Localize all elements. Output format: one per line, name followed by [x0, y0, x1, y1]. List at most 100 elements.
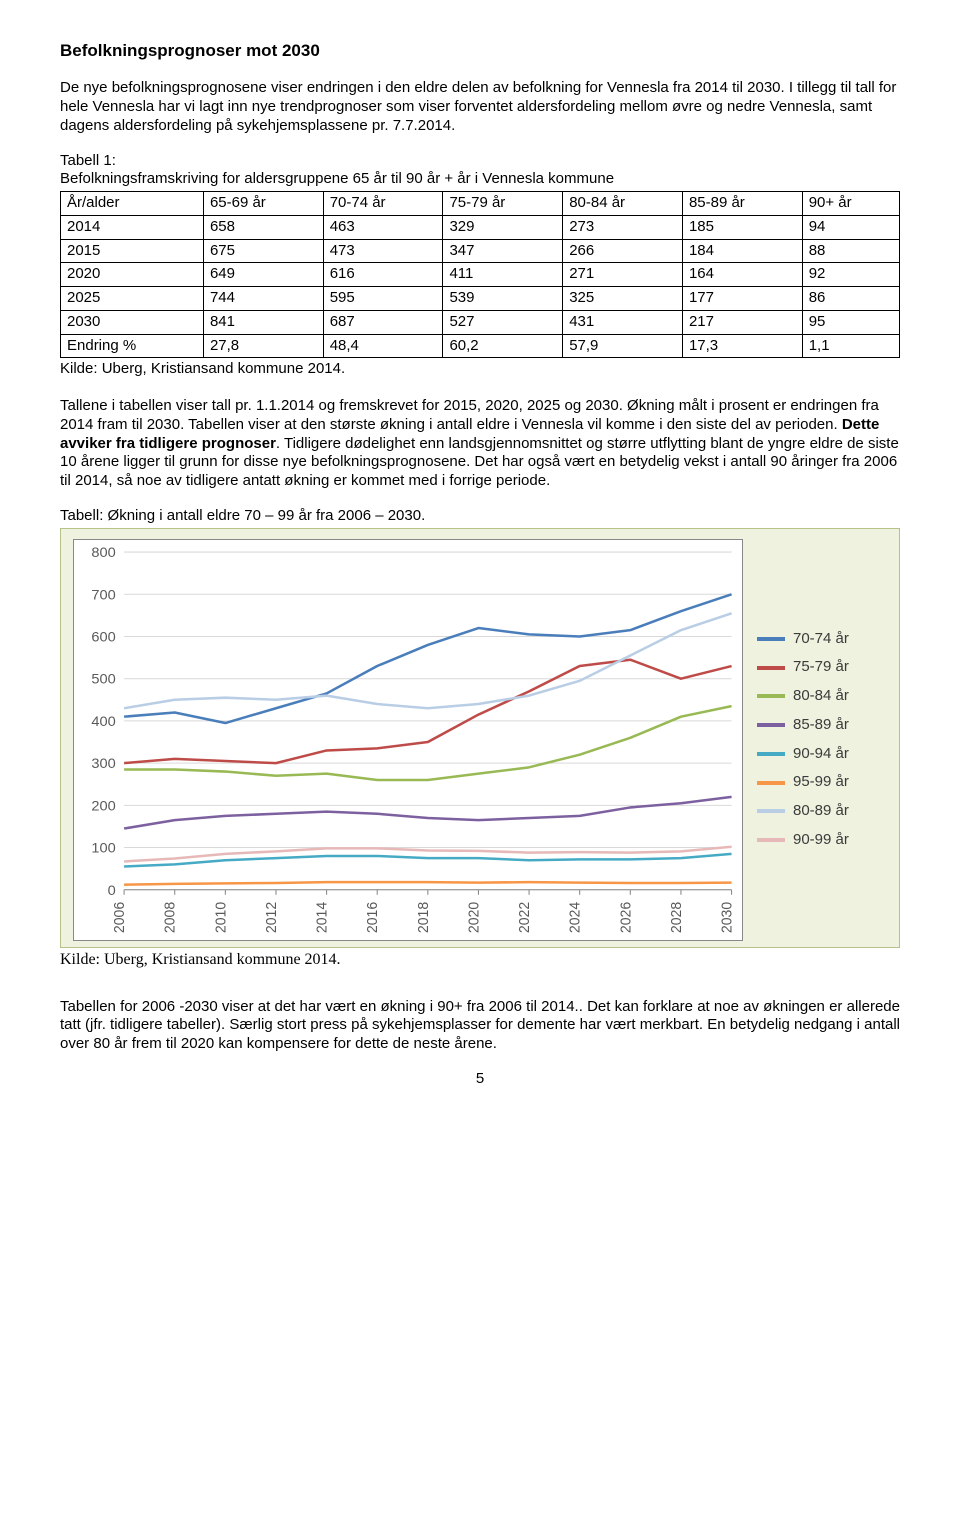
table1-source: Kilde: Uberg, Kristiansand kommune 2014.: [60, 360, 900, 379]
legend-item: 80-84 år: [757, 687, 887, 706]
table1-cell: 2025: [61, 287, 204, 311]
legend-label: 75-79 år: [793, 658, 849, 677]
svg-text:700: 700: [91, 587, 115, 603]
table1-cell: 473: [323, 239, 443, 263]
table1-cell: 675: [203, 239, 323, 263]
svg-text:500: 500: [91, 671, 115, 687]
table-row: Endring %27,848,460,257,917,31,1: [61, 334, 900, 358]
svg-text:2030: 2030: [719, 901, 735, 932]
table1-cell: 347: [443, 239, 563, 263]
table1-cell: Endring %: [61, 334, 204, 358]
table1-header-cell: 75-79 år: [443, 192, 563, 216]
svg-text:2010: 2010: [213, 901, 229, 932]
table1-cell: 27,8: [203, 334, 323, 358]
table1: År/alder65-69 år70-74 år75-79 år80-84 år…: [60, 191, 900, 358]
table1-header-cell: 70-74 år: [323, 192, 443, 216]
svg-text:2020: 2020: [466, 901, 482, 932]
para2-a: Tallene i tabellen viser tall pr. 1.1.20…: [60, 397, 879, 433]
page-number: 5: [60, 1070, 900, 1089]
chart-legend: 70-74 år 75-79 år 80-84 år 85-89 år 90-94 år…: [757, 539, 887, 941]
table1-cell: 841: [203, 310, 323, 334]
table1-cell: 60,2: [443, 334, 563, 358]
table1-cell: 649: [203, 263, 323, 287]
legend-swatch: [757, 809, 785, 813]
table1-cell: 273: [563, 215, 683, 239]
table-row: 201567547334726618488: [61, 239, 900, 263]
table1-cell: 2014: [61, 215, 204, 239]
table1-cell: 92: [802, 263, 899, 287]
legend-label: 90-94 år: [793, 745, 849, 764]
paragraph-3: Tabellen for 2006 -2030 viser at det har…: [60, 998, 900, 1054]
table1-cell: 325: [563, 287, 683, 311]
legend-item: 85-89 år: [757, 716, 887, 735]
table1-cell: 48,4: [323, 334, 443, 358]
table1-cell: 463: [323, 215, 443, 239]
svg-text:400: 400: [91, 714, 115, 730]
table-row: 201465846332927318594: [61, 215, 900, 239]
table1-cell: 164: [682, 263, 802, 287]
legend-swatch: [757, 752, 785, 756]
table1-cell: 185: [682, 215, 802, 239]
table1-header-cell: 65-69 år: [203, 192, 323, 216]
legend-item: 95-99 år: [757, 773, 887, 792]
legend-swatch: [757, 781, 785, 785]
svg-text:2022: 2022: [517, 901, 533, 932]
legend-swatch: [757, 694, 785, 698]
table1-cell: 57,9: [563, 334, 683, 358]
table1-cell: 2030: [61, 310, 204, 334]
table-row: 202064961641127116492: [61, 263, 900, 287]
legend-item: 70-74 år: [757, 630, 887, 649]
legend-label: 95-99 år: [793, 773, 849, 792]
svg-text:2024: 2024: [567, 901, 583, 932]
svg-text:2018: 2018: [416, 901, 432, 932]
table1-cell: 431: [563, 310, 683, 334]
legend-item: 90-99 år: [757, 831, 887, 850]
table1-caption-b: Befolkningsframskriving for aldersgruppe…: [60, 170, 614, 187]
legend-label: 85-89 år: [793, 716, 849, 735]
legend-label: 90-99 år: [793, 831, 849, 850]
table-row: 202574459553932517786: [61, 287, 900, 311]
svg-text:2008: 2008: [162, 901, 178, 932]
table1-cell: 1,1: [802, 334, 899, 358]
table1-cell: 86: [802, 287, 899, 311]
table1-cell: 329: [443, 215, 563, 239]
table1-cell: 94: [802, 215, 899, 239]
legend-label: 80-89 år: [793, 802, 849, 821]
table1-cell: 88: [802, 239, 899, 263]
svg-text:200: 200: [91, 798, 115, 814]
legend-swatch: [757, 838, 785, 842]
legend-swatch: [757, 637, 785, 641]
table1-cell: 17,3: [682, 334, 802, 358]
table1-caption: Tabell 1: Befolkningsframskriving for al…: [60, 152, 900, 190]
svg-text:100: 100: [91, 840, 115, 856]
page-title: Befolkningsprognoser mot 2030: [60, 40, 900, 61]
svg-text:600: 600: [91, 629, 115, 645]
line-chart: 0 100 200 300 400 500 600 700 800 2006 2008 2010 201…: [60, 528, 900, 948]
table1-header-cell: År/alder: [61, 192, 204, 216]
chart-caption: Tabell: Økning i antall eldre 70 – 99 år…: [60, 507, 900, 526]
svg-text:2014: 2014: [314, 901, 330, 932]
svg-text:2012: 2012: [264, 901, 280, 932]
table1-header-cell: 80-84 år: [563, 192, 683, 216]
table1-caption-a: Tabell 1:: [60, 152, 116, 169]
svg-text:0: 0: [108, 883, 116, 899]
svg-text:300: 300: [91, 756, 115, 772]
table1-cell: 217: [682, 310, 802, 334]
legend-item: 90-94 år: [757, 745, 887, 764]
intro-paragraph: De nye befolkningsprognosene viser endri…: [60, 79, 900, 135]
legend-swatch: [757, 666, 785, 670]
table-row: 203084168752743121795: [61, 310, 900, 334]
table1-cell: 271: [563, 263, 683, 287]
legend-item: 80-89 år: [757, 802, 887, 821]
svg-text:800: 800: [91, 545, 115, 561]
svg-text:2028: 2028: [669, 901, 685, 932]
table1-cell: 411: [443, 263, 563, 287]
table1-cell: 658: [203, 215, 323, 239]
table1-cell: 95: [802, 310, 899, 334]
table1-header-cell: 85-89 år: [682, 192, 802, 216]
table1-header-cell: 90+ år: [802, 192, 899, 216]
svg-text:2006: 2006: [112, 901, 128, 932]
svg-text:2026: 2026: [618, 901, 634, 932]
legend-label: 70-74 år: [793, 630, 849, 649]
table1-cell: 539: [443, 287, 563, 311]
